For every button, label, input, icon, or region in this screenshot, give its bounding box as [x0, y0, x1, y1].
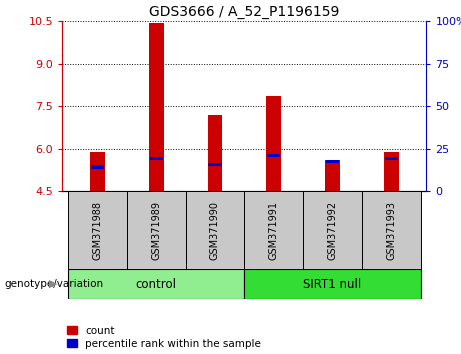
Text: SIRT1 null: SIRT1 null	[303, 278, 361, 291]
Bar	[267, 154, 280, 158]
Text: GSM371988: GSM371988	[93, 201, 102, 259]
Bar	[326, 160, 339, 163]
Text: ▶: ▶	[49, 279, 58, 289]
Bar	[68, 191, 127, 269]
Bar	[266, 96, 281, 191]
Legend: count, percentile rank within the sample: count, percentile rank within the sample	[67, 326, 261, 349]
Bar	[362, 191, 420, 269]
Bar	[303, 191, 362, 269]
Bar	[325, 160, 340, 191]
Bar	[244, 269, 420, 299]
Text: GSM371993: GSM371993	[386, 201, 396, 259]
Bar	[149, 23, 164, 191]
Text: genotype/variation: genotype/variation	[5, 279, 104, 289]
Text: GSM371991: GSM371991	[269, 201, 279, 259]
Bar	[208, 162, 222, 166]
Bar	[207, 115, 222, 191]
Bar	[384, 157, 398, 160]
Bar	[150, 157, 163, 160]
Bar	[127, 191, 186, 269]
Text: control: control	[136, 278, 177, 291]
Bar	[244, 191, 303, 269]
Title: GDS3666 / A_52_P1196159: GDS3666 / A_52_P1196159	[149, 5, 339, 19]
Bar	[68, 269, 244, 299]
Text: GSM371992: GSM371992	[327, 200, 337, 260]
Bar	[90, 152, 105, 191]
Bar	[91, 165, 104, 169]
Bar	[186, 191, 244, 269]
Text: GSM371989: GSM371989	[151, 201, 161, 259]
Bar	[384, 152, 398, 191]
Text: GSM371990: GSM371990	[210, 201, 220, 259]
